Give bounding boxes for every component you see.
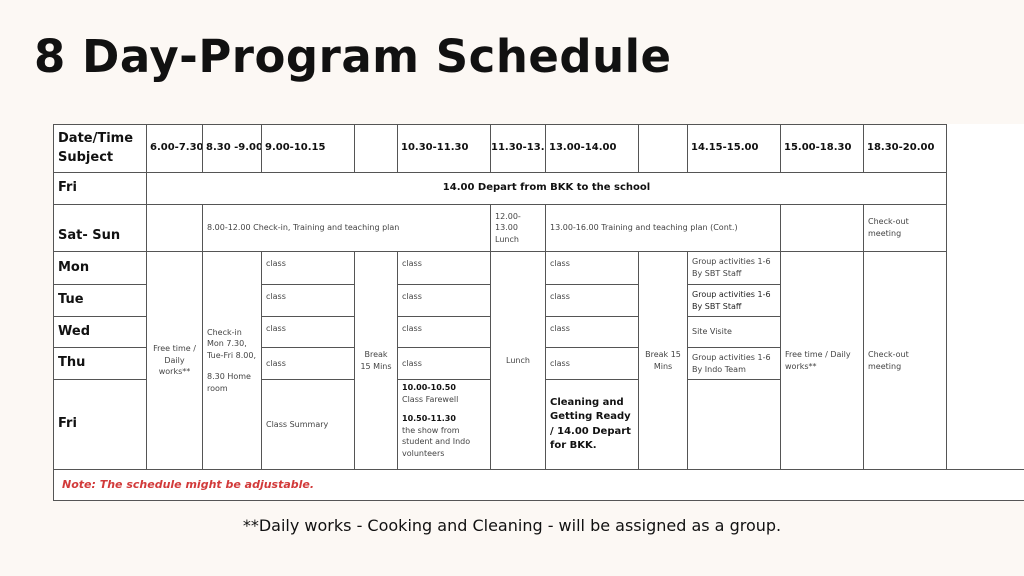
header-row: Date/Time Subject 6.00-7.30 8.30 -9.00 9…: [53, 124, 1024, 173]
farewell-time: 10.00-10.50: [402, 383, 456, 392]
footer-note: **Daily works - Cooking and Cleaning - w…: [242, 516, 782, 535]
class-cell: class: [261, 316, 355, 348]
schedule-table: Date/Time Subject 6.00-7.30 8.30 -9.00 9…: [53, 124, 1024, 501]
tue-row: Tue class class class Group activities 1…: [53, 284, 1024, 317]
empty-cell: [146, 204, 203, 252]
site-visit-cell: Site Visite: [687, 316, 781, 348]
farewell-text: Class Farewell: [402, 394, 459, 404]
time-header: 18.30-20.00: [863, 124, 947, 173]
class-summary-cell: Class Summary: [261, 379, 355, 470]
checkin-cell: 8.00-12.00 Check-in, Training and teachi…: [202, 204, 491, 252]
time-header: 15.00-18.30: [780, 124, 864, 173]
class-cell: class: [397, 251, 491, 285]
time-header: 13.00-14.00: [545, 124, 639, 173]
class-cell: class: [261, 284, 355, 317]
time-header: 11.30-13.00: [490, 124, 546, 173]
class-cell: class: [397, 316, 491, 348]
time-header: [638, 124, 688, 173]
class-cell: class: [261, 347, 355, 380]
show-text: the show from student and Indo volunteer…: [402, 425, 471, 458]
empty-cell: [687, 379, 781, 470]
fri-row: Fri Class Summary 10.00-10.50 Class Fare…: [53, 379, 1024, 470]
homeroom-text: 8.30 Home room: [207, 372, 251, 393]
training-cell: 13.00-16.00 Training and teaching plan (…: [545, 204, 781, 252]
group-activity-cell: Group activities 1-6 By Indo Team: [687, 347, 781, 380]
group-activity-cell: Group activities 1-6 By SBT Staff: [687, 284, 781, 317]
time-header: 9.00-10.15: [261, 124, 355, 173]
sat-sun-row: Sat- Sun 8.00-12.00 Check-in, Training a…: [53, 204, 1024, 252]
time-header: 6.00-7.30: [146, 124, 203, 173]
free-time-cell: Free time / Daily works**: [146, 251, 203, 470]
time-header: 10.30-11.30: [397, 124, 491, 173]
page-title: 8 Day-Program Schedule: [34, 30, 672, 83]
lunch-cell: Lunch: [490, 251, 546, 470]
checkin-text: Check-in Mon 7.30, Tue-Fri 8.00,: [207, 327, 256, 360]
mon-row: Mon Free time / Daily works** Check-in M…: [53, 251, 1024, 470]
note-row: Note: The schedule might be adjustable.: [53, 469, 1024, 501]
empty-cell: [780, 204, 864, 252]
class-cell: class: [545, 316, 639, 348]
class-cell: class: [261, 251, 355, 285]
class-cell: class: [397, 284, 491, 317]
free-time-cell: Free time / Daily works**: [780, 251, 864, 470]
break-cell: Break 15 Mins: [638, 251, 688, 470]
day-label: Tue: [53, 284, 147, 317]
class-cell: class: [545, 347, 639, 380]
day-label: Fri: [53, 379, 147, 470]
day-label: Mon: [53, 251, 147, 285]
wed-row: Wed class class class Site Visite: [53, 316, 1024, 348]
day-label: Fri: [53, 172, 147, 205]
group-activity-cell: Group activities 1-6 By SBT Staff: [687, 251, 781, 285]
time-header: [354, 124, 398, 173]
day-label: Thu: [53, 347, 147, 380]
fri-arrival-row: Fri 14.00 Depart from BKK to the school: [53, 172, 1024, 205]
farewell-cell: 10.00-10.50 Class Farewell 10.50-11.30 t…: [397, 379, 491, 470]
lunch-cell: 12.00-13.00 Lunch: [490, 204, 546, 252]
corner-header: Date/Time Subject: [53, 124, 147, 173]
class-cell: class: [545, 284, 639, 317]
day-label: Wed: [53, 316, 147, 348]
class-cell: class: [545, 251, 639, 285]
checkin-cell: Check-in Mon 7.30, Tue-Fri 8.00, 8.30 Hom…: [202, 251, 262, 470]
checkout-cell: Check-out meeting: [863, 204, 947, 252]
break-cell: Break 15 Mins: [354, 251, 398, 470]
depart-cell: 14.00 Depart from BKK to the school: [146, 172, 947, 205]
checkout-cell: Check-out meeting: [863, 251, 947, 470]
schedule-note: Note: The schedule might be adjustable.: [53, 469, 1024, 501]
time-header: 8.30 -9.00: [202, 124, 262, 173]
time-header: 14.15-15.00: [687, 124, 781, 173]
show-time: 10.50-11.30: [402, 414, 456, 424]
class-cell: class: [397, 347, 491, 380]
day-label: Sat- Sun: [53, 204, 147, 252]
cleaning-cell: Cleaning and Getting Ready / 14.00 Depar…: [545, 379, 639, 470]
